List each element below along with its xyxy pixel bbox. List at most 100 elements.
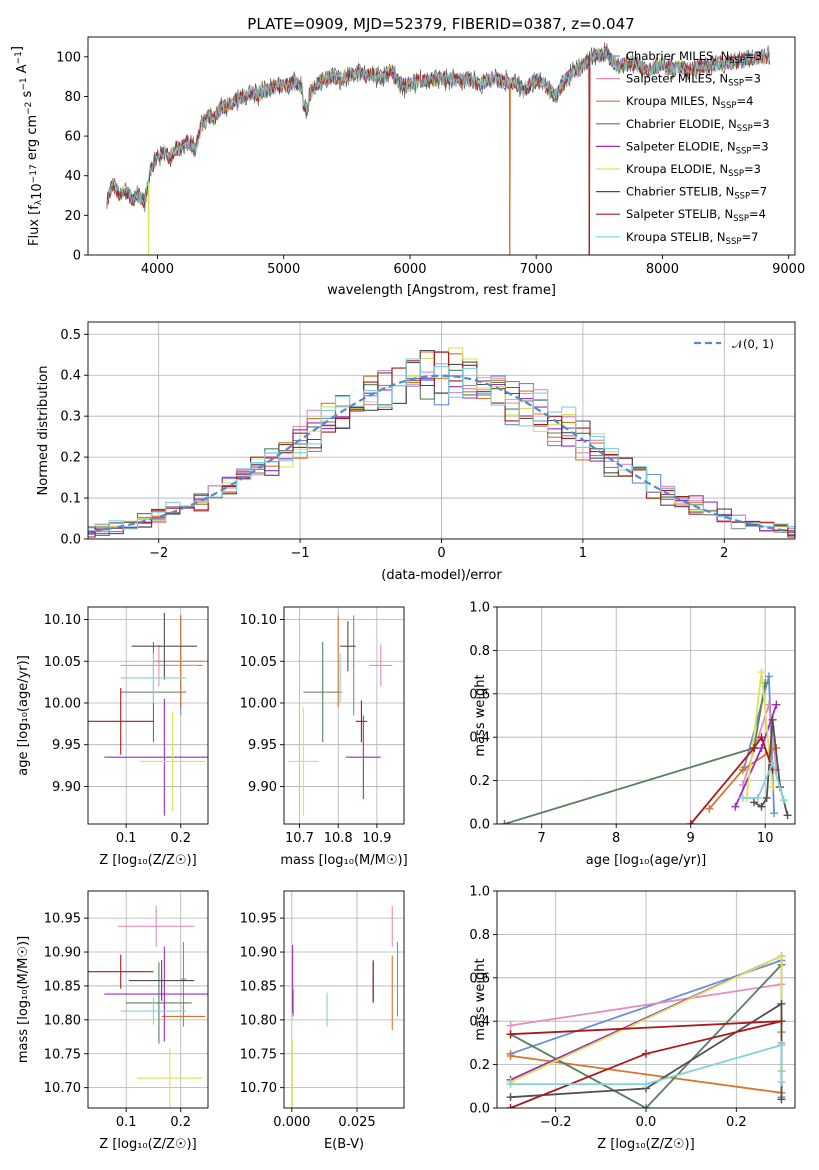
weight-point-marker: [731, 802, 740, 811]
errorbar-salpeter-stelib: [355, 700, 368, 743]
y-tick-label: 0.2: [60, 451, 81, 466]
x-tick-label: 1: [579, 546, 587, 561]
weight-series-kroupa-stelib: [506, 1041, 786, 1089]
legend-label-normal: 𝒩(0, 1): [732, 337, 774, 351]
mass-vs-ebv-panel: 0.000 0.025 10.70 10.75 10.80 10.85 10.90 10.95…: [240, 890, 405, 1152]
y-tick-label: 0: [73, 249, 81, 264]
y-tick-label: 0.6: [469, 971, 490, 986]
plot-area: [88, 607, 208, 824]
x-tick-label: −2: [149, 546, 168, 561]
y-axis-label: age [log₁₀(age/yr)]: [16, 655, 31, 776]
y-tick-label: 0.0: [469, 1102, 490, 1117]
x-tick-label: 10: [757, 831, 774, 846]
legend-entry-kroupa-elodie-n-3: Kroupa ELODIE, NSSP=3: [596, 162, 761, 179]
weight-point-marker: [757, 668, 766, 677]
y-tick-label: 0.6: [469, 687, 490, 702]
y-tick-label: 0.0: [60, 533, 81, 548]
legend-label: Salpeter ELODIE, NSSP=3: [626, 139, 769, 156]
errorbar-salpeter-miles: [118, 905, 195, 947]
weight-line: [742, 760, 785, 801]
weight-point-marker: [506, 1021, 515, 1030]
weight-point-marker: [642, 1049, 650, 1058]
weight-point-marker: [506, 1080, 515, 1089]
errorbar-chabrier-elodie: [126, 962, 192, 1044]
age-vs-metallicity-panel: 0.1 0.2 9.90 9.95 10.00 10.05 10.10 Z [log₁₀(Z/…: [16, 606, 209, 868]
errorbar-kroupa-stelib: [339, 652, 341, 703]
legend-entry-salpeter-elodie-n-3: Salpeter ELODIE, NSSP=3: [596, 139, 769, 156]
y-tick-label: 10.10: [240, 613, 277, 628]
errorbar-chabrier-stelib: [128, 960, 195, 1001]
plot-area: [497, 607, 795, 824]
y-tick-label: 10.05: [44, 655, 81, 670]
errorbar-salpeter-elodie: [104, 698, 208, 816]
legend-label: Salpeter STELIB, NSSP=4: [626, 207, 766, 224]
plot-area: [106, 42, 771, 255]
y-axis-label-part: A: [15, 64, 30, 77]
errorbar-salpeter-miles: [120, 644, 198, 687]
y-tick-label: 0.2: [469, 774, 490, 789]
y-tick-label: 10.00: [240, 696, 277, 711]
errorbar-kroupa-miles: [337, 615, 339, 708]
errorbar-salpeter-stelib: [88, 687, 154, 755]
y-tick-label: 10.85: [240, 979, 277, 994]
y-tick-label: 10.10: [44, 613, 81, 628]
weight-point-marker: [642, 1080, 650, 1089]
axes-frame: [496, 606, 796, 825]
errorbar-kroupa-stelib: [120, 652, 187, 703]
plot-area: [88, 891, 208, 1108]
y-tick-label: 9.95: [248, 738, 277, 753]
weight-point-marker: [705, 804, 714, 813]
weight-point-marker: [642, 1104, 650, 1108]
legend-entry-kroupa-stelib-n-7: Kroupa STELIB, NSSP=7: [596, 230, 758, 247]
errorbar-kroupa-miles: [161, 1006, 206, 1027]
legend-entry-kroupa-miles-n-4: Kroupa MILES, NSSP=4: [596, 94, 753, 111]
x-tick-label: 0.2: [726, 1115, 747, 1130]
legend-entry-chabrier-stelib-n-7: Chabrier STELIB, NSSP=7: [596, 185, 767, 202]
x-tick-label: 10.7: [285, 831, 314, 846]
errorbar-salpeter-elodie: [345, 715, 381, 799]
legend-entry-salpeter-miles-n-3: Salpeter MILES, NSSP=3: [596, 72, 761, 89]
histogram-chabrier-stelib: [88, 349, 795, 536]
weight-point-marker: [750, 798, 759, 807]
errorbar-kroupa-miles: [153, 615, 208, 708]
legend-label: Kroupa STELIB, NSSP=7: [626, 230, 758, 247]
y-tick-label: 10.00: [44, 696, 81, 711]
x-tick-label: 0.2: [170, 831, 191, 846]
y-tick-label: 0.8: [469, 644, 490, 659]
legend-label: Salpeter MILES, NSSP=3: [626, 72, 761, 89]
weight-point-marker: [768, 783, 777, 792]
weight-point-marker: [506, 1104, 515, 1108]
residuals-histogram-panel: −2 −1 0 1 2 0.0 0.1 0.2 0.3 0.4 0.5 (data-model)/er…: [36, 321, 796, 583]
x-tick-label: 10.8: [324, 831, 353, 846]
weight-point-marker: [750, 744, 759, 753]
weight-point-marker: [757, 802, 766, 811]
errorbar-salpeter-stelib: [88, 954, 154, 989]
errorbar-chabrier-stelib: [340, 621, 356, 672]
weight-point-marker: [779, 796, 788, 805]
y-tick-label: 0.4: [469, 731, 490, 746]
legend-label: Chabrier STELIB, NSSP=7: [626, 185, 767, 202]
spectrum-panel: 4000 5000 6000 7000 8000 9000 0 20 40 60 80 100 wave…: [10, 36, 805, 298]
y-axis-label-part: 10: [30, 183, 45, 200]
errorbar-kroupa-elodie: [137, 1047, 203, 1108]
y-tick-label: 0.4: [469, 1015, 490, 1030]
legend-label: Kroupa ELODIE, NSSP=3: [626, 162, 761, 179]
spectrum-line-kroupa-stelib: [106, 46, 771, 205]
x-axis-label: Z [log₁₀(Z/Z☉)]: [99, 1137, 196, 1152]
y-tick-label: 0.4: [60, 369, 81, 384]
weight-line: [690, 735, 774, 824]
x-tick-label: 0.1: [116, 831, 137, 846]
weight-series-salpeter-stelib: [506, 1017, 786, 1108]
weight-point-marker: [764, 700, 773, 709]
y-axis-label-part: ]: [10, 46, 25, 51]
y-axis-label: mass [log₁₀(M/M☉)]: [16, 936, 31, 1063]
y-tick-label: 100: [56, 50, 81, 65]
x-axis-label: Z [log₁₀(Z/Z☉)]: [597, 1137, 694, 1152]
x-tick-label: 10.9: [362, 831, 391, 846]
y-tick-label: 10.90: [44, 946, 81, 961]
x-axis-label: age [log₁₀(age/yr)]: [586, 853, 707, 868]
y-tick-label: 60: [64, 130, 81, 145]
x-tick-label: 0.0: [636, 1115, 657, 1130]
y-tick-label: 40: [64, 169, 81, 184]
x-tick-label: −1: [291, 546, 310, 561]
